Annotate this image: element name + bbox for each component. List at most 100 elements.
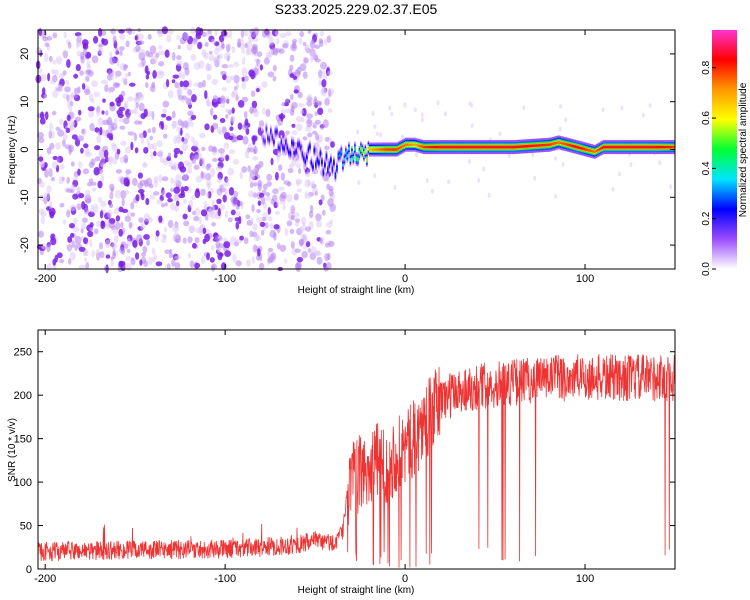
noise-speck bbox=[81, 128, 86, 134]
noise-speck bbox=[317, 107, 324, 116]
noise-speck bbox=[320, 61, 327, 70]
noise-speck bbox=[123, 177, 130, 187]
noise-speck bbox=[267, 207, 271, 215]
noise-speck bbox=[145, 74, 150, 80]
noise-speck bbox=[237, 122, 243, 130]
noise-speck bbox=[251, 135, 258, 142]
noise-speck bbox=[86, 59, 91, 68]
noise-speck bbox=[59, 202, 65, 208]
noise-speck bbox=[173, 232, 180, 240]
noise-speck bbox=[91, 181, 97, 186]
noise-speck bbox=[228, 64, 234, 69]
noise-speck bbox=[117, 113, 124, 119]
noise-speck bbox=[310, 246, 317, 255]
noise-speck bbox=[44, 42, 50, 47]
noise-speck bbox=[115, 169, 123, 174]
noise-speck bbox=[172, 162, 179, 171]
noise-speck bbox=[80, 222, 87, 230]
noise-speck bbox=[172, 74, 180, 79]
noise-speck bbox=[212, 146, 217, 151]
noise-speck bbox=[142, 245, 148, 254]
ridge-cell bbox=[355, 157, 358, 161]
noise-speck bbox=[214, 234, 222, 242]
noise-speck bbox=[293, 89, 299, 94]
noise-speck bbox=[158, 45, 163, 50]
noise-speck bbox=[262, 107, 266, 115]
noise-speck bbox=[317, 134, 323, 144]
noise-speck bbox=[191, 136, 195, 143]
ridge-cell bbox=[652, 145, 655, 149]
noise-speck bbox=[300, 109, 304, 115]
noise-speck bbox=[669, 184, 673, 190]
noise-speck bbox=[126, 238, 131, 247]
noise-speck bbox=[49, 200, 53, 210]
ridge-cell bbox=[669, 145, 671, 149]
noise-speck bbox=[301, 216, 307, 226]
noise-speck bbox=[180, 186, 185, 193]
noise-speck bbox=[282, 43, 289, 49]
noise-speck bbox=[320, 88, 327, 97]
noise-speck bbox=[303, 57, 309, 64]
figure-title: S233.2025.229.02.37.E05 bbox=[275, 1, 438, 17]
noise-speck bbox=[67, 41, 72, 49]
noise-speck bbox=[322, 119, 329, 128]
noise-speck bbox=[80, 55, 85, 64]
noise-speck bbox=[156, 70, 164, 79]
noise-speck bbox=[151, 126, 156, 134]
noise-speck bbox=[119, 156, 126, 164]
ridge-cell bbox=[502, 145, 505, 149]
noise-speck bbox=[137, 33, 144, 41]
noise-speck bbox=[205, 179, 212, 188]
noise-speck bbox=[147, 33, 152, 40]
noise-speck bbox=[73, 73, 79, 79]
ridge-cell bbox=[493, 145, 496, 149]
noise-speck bbox=[648, 103, 652, 108]
noise-speck bbox=[289, 54, 295, 62]
noise-speck bbox=[39, 117, 46, 125]
ridge-cell bbox=[642, 145, 644, 149]
noise-speck bbox=[114, 234, 119, 244]
ridge-cell bbox=[591, 149, 593, 153]
noise-speck bbox=[140, 48, 145, 56]
colorbar-tick-label: 0.4 bbox=[701, 161, 712, 175]
ridge-cell bbox=[306, 155, 308, 159]
ridge-cell bbox=[303, 157, 305, 160]
ridge-cell bbox=[418, 144, 421, 148]
ridge-cell bbox=[520, 145, 523, 148]
noise-speck bbox=[225, 114, 229, 119]
noise-speck bbox=[257, 182, 262, 192]
noise-speck bbox=[284, 102, 289, 107]
ridge-cell bbox=[624, 145, 626, 149]
noise-speck bbox=[294, 218, 300, 223]
ridge-cell bbox=[414, 143, 416, 146]
noise-speck bbox=[119, 125, 126, 130]
ridge-cell bbox=[423, 145, 425, 149]
noise-speck bbox=[161, 203, 165, 208]
noise-speck bbox=[292, 41, 297, 50]
snr-ylabel: SNR (10 * v/v) bbox=[7, 418, 18, 482]
noise-speck bbox=[357, 180, 361, 186]
ridge-cell bbox=[561, 142, 563, 145]
noise-speck bbox=[84, 198, 92, 204]
colorbar-tick-label: 0.2 bbox=[701, 211, 712, 225]
ridge-cell bbox=[337, 154, 340, 158]
noise-speck bbox=[173, 152, 178, 159]
noise-speck bbox=[174, 262, 181, 270]
noise-speck bbox=[265, 192, 271, 197]
noise-speck bbox=[231, 197, 238, 207]
noise-speck bbox=[48, 55, 53, 63]
ridge-cell bbox=[430, 145, 433, 149]
ridge-cell bbox=[523, 145, 526, 148]
noise-speck bbox=[135, 194, 140, 202]
noise-speck bbox=[85, 262, 90, 270]
noise-speck bbox=[130, 257, 136, 266]
noise-speck bbox=[244, 118, 249, 127]
noise-speck bbox=[72, 226, 80, 233]
ridge-cell bbox=[646, 145, 649, 149]
noise-speck bbox=[326, 35, 332, 43]
noise-speck bbox=[215, 240, 221, 249]
ridge-cell bbox=[471, 145, 473, 149]
ridge-cell bbox=[622, 145, 625, 149]
noise-speck bbox=[163, 124, 168, 131]
ridge-cell bbox=[283, 147, 286, 150]
